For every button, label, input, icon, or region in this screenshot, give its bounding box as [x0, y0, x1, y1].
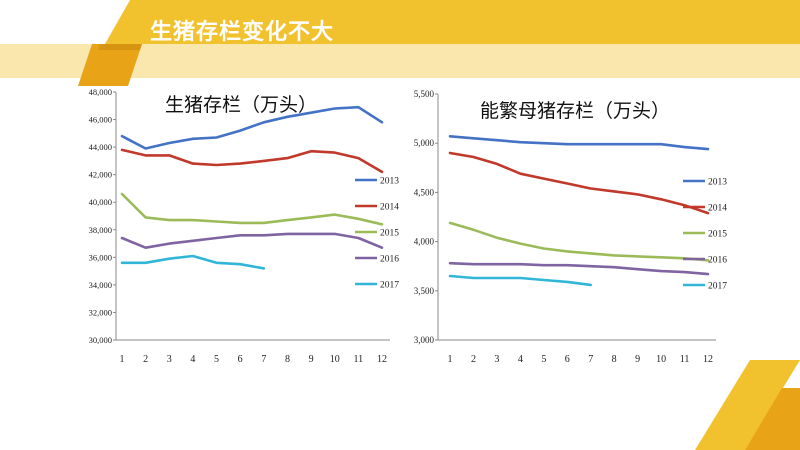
x-tick-label: 12 [703, 354, 713, 365]
series-line-2015 [120, 192, 384, 226]
x-tick-label: 3 [167, 354, 172, 365]
y-tick-label: 40,000 [89, 197, 112, 207]
corner-decoration [695, 360, 800, 450]
x-tick-label: 1 [448, 354, 453, 365]
y-tick-label: 34,000 [89, 280, 112, 290]
y-tick-label: 5,000 [414, 138, 435, 148]
corner-stripe-dark [745, 388, 800, 450]
legend-label-2014: 2014 [708, 204, 727, 214]
chart-title: 生猪存栏（万头） [165, 94, 317, 116]
y-tick-label: 46,000 [89, 115, 112, 125]
series-line-2016 [448, 261, 710, 276]
x-tick-label: 9 [635, 354, 640, 365]
x-tick-label: 7 [261, 354, 266, 365]
x-tick-label: 4 [190, 354, 195, 365]
legend-label-2015: 2015 [380, 229, 399, 239]
x-tick-label: 3 [494, 354, 499, 365]
x-tick-label: 11 [354, 354, 364, 365]
legend-label-2013: 2013 [380, 177, 399, 187]
y-tick-label: 38,000 [89, 225, 112, 235]
x-tick-label: 4 [518, 354, 523, 365]
x-tick-label: 10 [656, 354, 666, 365]
legend-label-2017: 2017 [380, 281, 399, 291]
banner-background-light [0, 44, 800, 78]
banner-background [105, 0, 800, 44]
y-tick-label: 32,000 [89, 307, 112, 317]
x-tick-label: 7 [588, 354, 593, 365]
y-tick-label: 4,500 [414, 187, 435, 197]
y-tick-label: 30,000 [89, 335, 112, 345]
y-tick-label: 36,000 [89, 252, 112, 262]
y-tick-label: 4,000 [414, 237, 435, 247]
x-tick-label: 5 [214, 354, 219, 365]
legend-label-2015: 2015 [708, 230, 727, 240]
legend-label-2013: 2013 [708, 178, 727, 188]
x-tick-label: 6 [238, 354, 243, 365]
slide-title: 生猪存栏变化不大 [150, 20, 335, 45]
chart-title: 能繁母猪存栏（万头） [480, 100, 670, 122]
series-line-2017 [448, 274, 592, 287]
banner-left-shadow [98, 44, 142, 50]
y-tick-label: 48,000 [89, 87, 112, 97]
x-tick-label: 8 [285, 354, 290, 365]
x-tick-label: 12 [377, 354, 387, 365]
series-line-2013 [448, 134, 710, 151]
series-line-2014 [120, 148, 384, 174]
x-tick-label: 10 [330, 354, 340, 365]
x-tick-label: 2 [471, 354, 476, 365]
series-line-2013 [120, 105, 384, 150]
x-tick-label: 5 [541, 354, 546, 365]
x-tick-label: 11 [680, 354, 690, 365]
series-line-2016 [120, 232, 384, 249]
chart-hog-inventory: 30,000 32,000 34,000 36,000 38,000 40,000 42,0… [89, 87, 400, 365]
legend-label-2016: 2016 [708, 256, 727, 266]
x-tick-label: 9 [309, 354, 314, 365]
y-tick-label: 42,000 [89, 170, 112, 180]
series-line-2014 [448, 151, 710, 215]
y-tick-label: 5,500 [414, 89, 435, 99]
y-tick-label: 44,000 [89, 142, 112, 152]
x-tick-label: 6 [565, 354, 570, 365]
legend-label-2014: 2014 [380, 203, 399, 213]
y-tick-label: 3,500 [414, 286, 435, 296]
x-tick-label: 8 [612, 354, 617, 365]
x-tick-label: 2 [143, 354, 148, 365]
banner-left-block [78, 44, 142, 86]
corner-stripe-light [695, 360, 800, 450]
x-tick-label: 1 [120, 354, 125, 365]
series-line-2017 [120, 254, 266, 270]
y-tick-label: 3,000 [414, 335, 435, 345]
legend-label-2016: 2016 [380, 255, 399, 265]
header-banner [0, 0, 800, 86]
series-line-2015 [448, 221, 710, 262]
legend-label-2017: 2017 [708, 282, 727, 292]
